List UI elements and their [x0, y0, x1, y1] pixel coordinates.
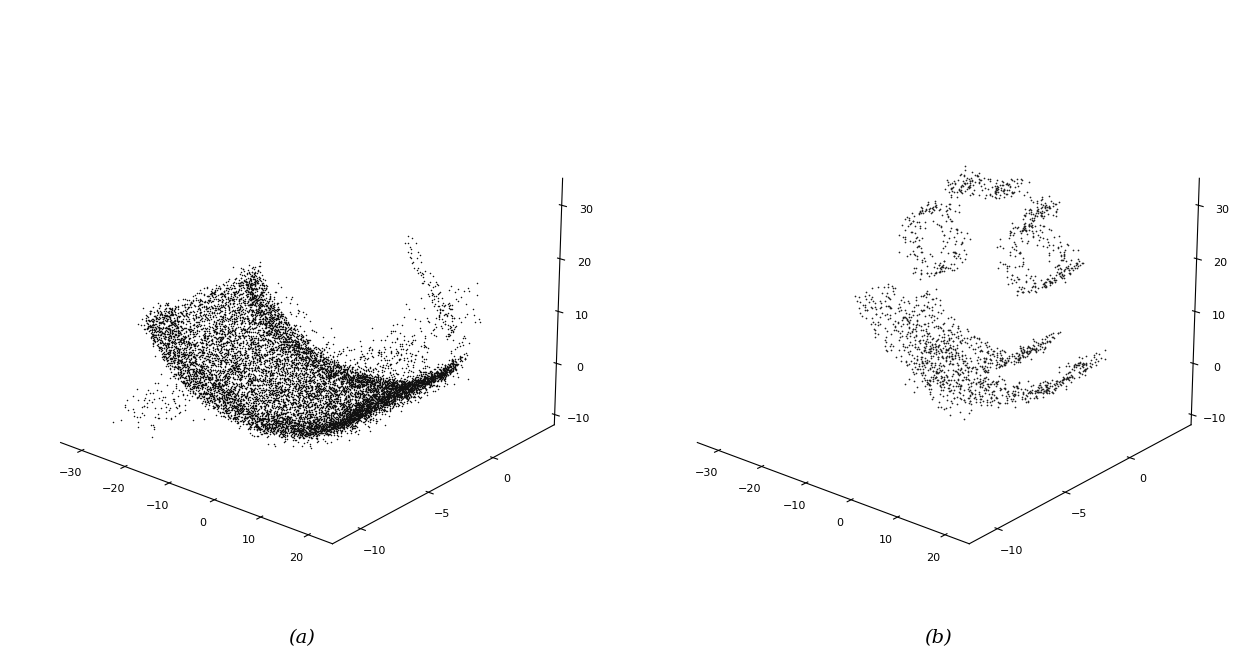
Text: (b): (b) — [925, 629, 952, 647]
Text: (a): (a) — [288, 629, 315, 647]
